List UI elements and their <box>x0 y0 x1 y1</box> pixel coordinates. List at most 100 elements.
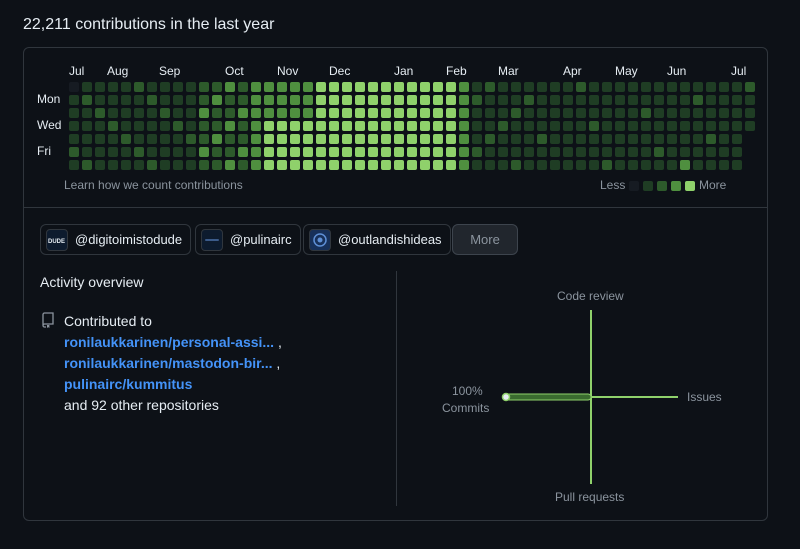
contribution-day[interactable] <box>121 95 131 105</box>
contribution-day[interactable] <box>199 160 209 170</box>
contribution-day[interactable] <box>368 121 378 131</box>
contribution-day[interactable] <box>316 82 326 92</box>
contribution-day[interactable] <box>628 160 638 170</box>
contribution-day[interactable] <box>485 95 495 105</box>
contribution-day[interactable] <box>342 147 352 157</box>
contribution-day[interactable] <box>472 147 482 157</box>
contribution-day[interactable] <box>264 108 274 118</box>
contribution-day[interactable] <box>667 121 677 131</box>
contribution-day[interactable] <box>511 147 521 157</box>
contribution-day[interactable] <box>251 160 261 170</box>
contribution-day[interactable] <box>706 82 716 92</box>
contribution-day[interactable] <box>121 134 131 144</box>
contribution-day[interactable] <box>667 95 677 105</box>
contribution-day[interactable] <box>498 147 508 157</box>
contribution-day[interactable] <box>147 134 157 144</box>
contribution-day[interactable] <box>511 108 521 118</box>
contribution-day[interactable] <box>602 82 612 92</box>
contribution-day[interactable] <box>433 121 443 131</box>
contribution-day[interactable] <box>719 134 729 144</box>
contribution-day[interactable] <box>186 134 196 144</box>
contribution-day[interactable] <box>537 160 547 170</box>
contribution-day[interactable] <box>108 147 118 157</box>
contribution-day[interactable] <box>654 147 664 157</box>
contribution-day[interactable] <box>225 160 235 170</box>
contribution-day[interactable] <box>121 82 131 92</box>
contribution-day[interactable] <box>589 134 599 144</box>
contribution-day[interactable] <box>238 121 248 131</box>
contribution-day[interactable] <box>303 160 313 170</box>
contribution-day[interactable] <box>589 121 599 131</box>
contribution-day[interactable] <box>147 121 157 131</box>
contribution-day[interactable] <box>524 121 534 131</box>
contribution-day[interactable] <box>290 82 300 92</box>
contribution-day[interactable] <box>108 160 118 170</box>
contribution-day[interactable] <box>420 95 430 105</box>
contribution-day[interactable] <box>95 82 105 92</box>
contribution-day[interactable] <box>82 108 92 118</box>
contribution-day[interactable] <box>134 134 144 144</box>
contribution-day[interactable] <box>615 95 625 105</box>
contribution-day[interactable] <box>524 160 534 170</box>
contribution-day[interactable] <box>407 121 417 131</box>
contribution-day[interactable] <box>342 121 352 131</box>
contribution-day[interactable] <box>459 147 469 157</box>
contribution-day[interactable] <box>667 147 677 157</box>
contribution-day[interactable] <box>225 95 235 105</box>
contribution-day[interactable] <box>316 108 326 118</box>
contribution-day[interactable] <box>511 121 521 131</box>
contribution-day[interactable] <box>225 134 235 144</box>
contribution-day[interactable] <box>550 82 560 92</box>
contribution-day[interactable] <box>238 95 248 105</box>
contribution-day[interactable] <box>602 147 612 157</box>
contribution-day[interactable] <box>69 134 79 144</box>
contribution-day[interactable] <box>459 95 469 105</box>
contribution-day[interactable] <box>394 121 404 131</box>
contribution-day[interactable] <box>537 82 547 92</box>
contribution-day[interactable] <box>667 82 677 92</box>
contribution-day[interactable] <box>277 160 287 170</box>
contribution-day[interactable] <box>498 82 508 92</box>
contribution-day[interactable] <box>745 108 755 118</box>
contribution-day[interactable] <box>381 95 391 105</box>
contribution-day[interactable] <box>654 82 664 92</box>
contribution-day[interactable] <box>342 134 352 144</box>
contribution-day[interactable] <box>433 147 443 157</box>
contribution-day[interactable] <box>498 121 508 131</box>
contribution-day[interactable] <box>290 147 300 157</box>
contribution-day[interactable] <box>160 121 170 131</box>
contribution-day[interactable] <box>485 160 495 170</box>
contribution-day[interactable] <box>121 147 131 157</box>
contribution-day[interactable] <box>498 95 508 105</box>
contribution-day[interactable] <box>576 147 586 157</box>
contribution-day[interactable] <box>212 108 222 118</box>
contribution-day[interactable] <box>719 108 729 118</box>
contribution-day[interactable] <box>524 134 534 144</box>
contribution-day[interactable] <box>121 108 131 118</box>
org-button-pulinairc[interactable]: @pulinairc <box>195 224 301 255</box>
contribution-day[interactable] <box>433 95 443 105</box>
contribution-day[interactable] <box>173 147 183 157</box>
contribution-day[interactable] <box>459 108 469 118</box>
contribution-day[interactable] <box>732 160 742 170</box>
contribution-day[interactable] <box>173 160 183 170</box>
contribution-day[interactable] <box>602 108 612 118</box>
contribution-day[interactable] <box>550 160 560 170</box>
contribution-day[interactable] <box>238 82 248 92</box>
contribution-day[interactable] <box>381 108 391 118</box>
contribution-day[interactable] <box>446 121 456 131</box>
contribution-day[interactable] <box>225 82 235 92</box>
contribution-day[interactable] <box>498 134 508 144</box>
contribution-day[interactable] <box>693 121 703 131</box>
contribution-day[interactable] <box>160 95 170 105</box>
contribution-day[interactable] <box>524 108 534 118</box>
contribution-day[interactable] <box>433 160 443 170</box>
contribution-day[interactable] <box>134 160 144 170</box>
contribution-day[interactable] <box>485 134 495 144</box>
contribution-day[interactable] <box>238 147 248 157</box>
contribution-day[interactable] <box>641 95 651 105</box>
contribution-day[interactable] <box>303 134 313 144</box>
contribution-day[interactable] <box>641 121 651 131</box>
contribution-day[interactable] <box>576 108 586 118</box>
contribution-day[interactable] <box>446 95 456 105</box>
